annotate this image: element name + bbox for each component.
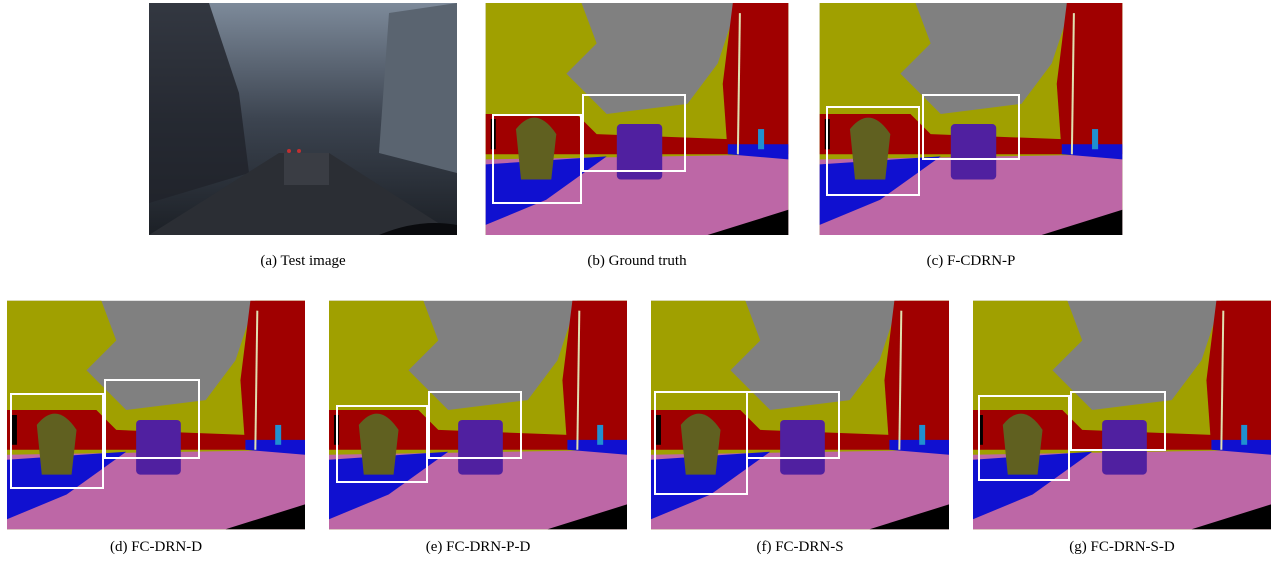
highlight-box xyxy=(746,391,840,459)
panel-image xyxy=(149,3,457,235)
image xyxy=(149,3,457,235)
panel-image xyxy=(329,300,627,530)
highlight-box xyxy=(428,391,522,459)
image xyxy=(484,3,790,235)
highlight-box xyxy=(10,393,104,489)
caption: (e) FC-DRN-P-D xyxy=(425,539,531,555)
panel-image xyxy=(651,300,949,530)
panel-image xyxy=(483,3,791,235)
highlight-box xyxy=(336,405,428,483)
caption: (d) FC-DRN-D xyxy=(109,539,203,555)
image xyxy=(973,300,1271,530)
highlight-box xyxy=(978,395,1070,481)
caption: (b) Ground truth xyxy=(587,253,687,269)
highlight-box xyxy=(1070,391,1166,451)
highlight-box xyxy=(826,106,920,196)
image xyxy=(329,300,627,530)
caption: (c) F-CDRN-P xyxy=(926,253,1016,269)
image xyxy=(651,300,949,530)
image xyxy=(818,3,1124,235)
panel-image xyxy=(817,3,1125,235)
panel-image xyxy=(7,300,305,530)
caption: (f) FC-DRN-S xyxy=(756,539,844,555)
caption: (a) Test image xyxy=(260,253,346,269)
highlight-box xyxy=(922,94,1020,160)
image xyxy=(7,300,305,530)
highlight-box xyxy=(104,379,200,459)
highlight-box xyxy=(582,94,686,172)
caption: (g) FC-DRN-S-D xyxy=(1069,539,1175,555)
panel-image xyxy=(973,300,1271,530)
highlight-box xyxy=(492,114,582,204)
